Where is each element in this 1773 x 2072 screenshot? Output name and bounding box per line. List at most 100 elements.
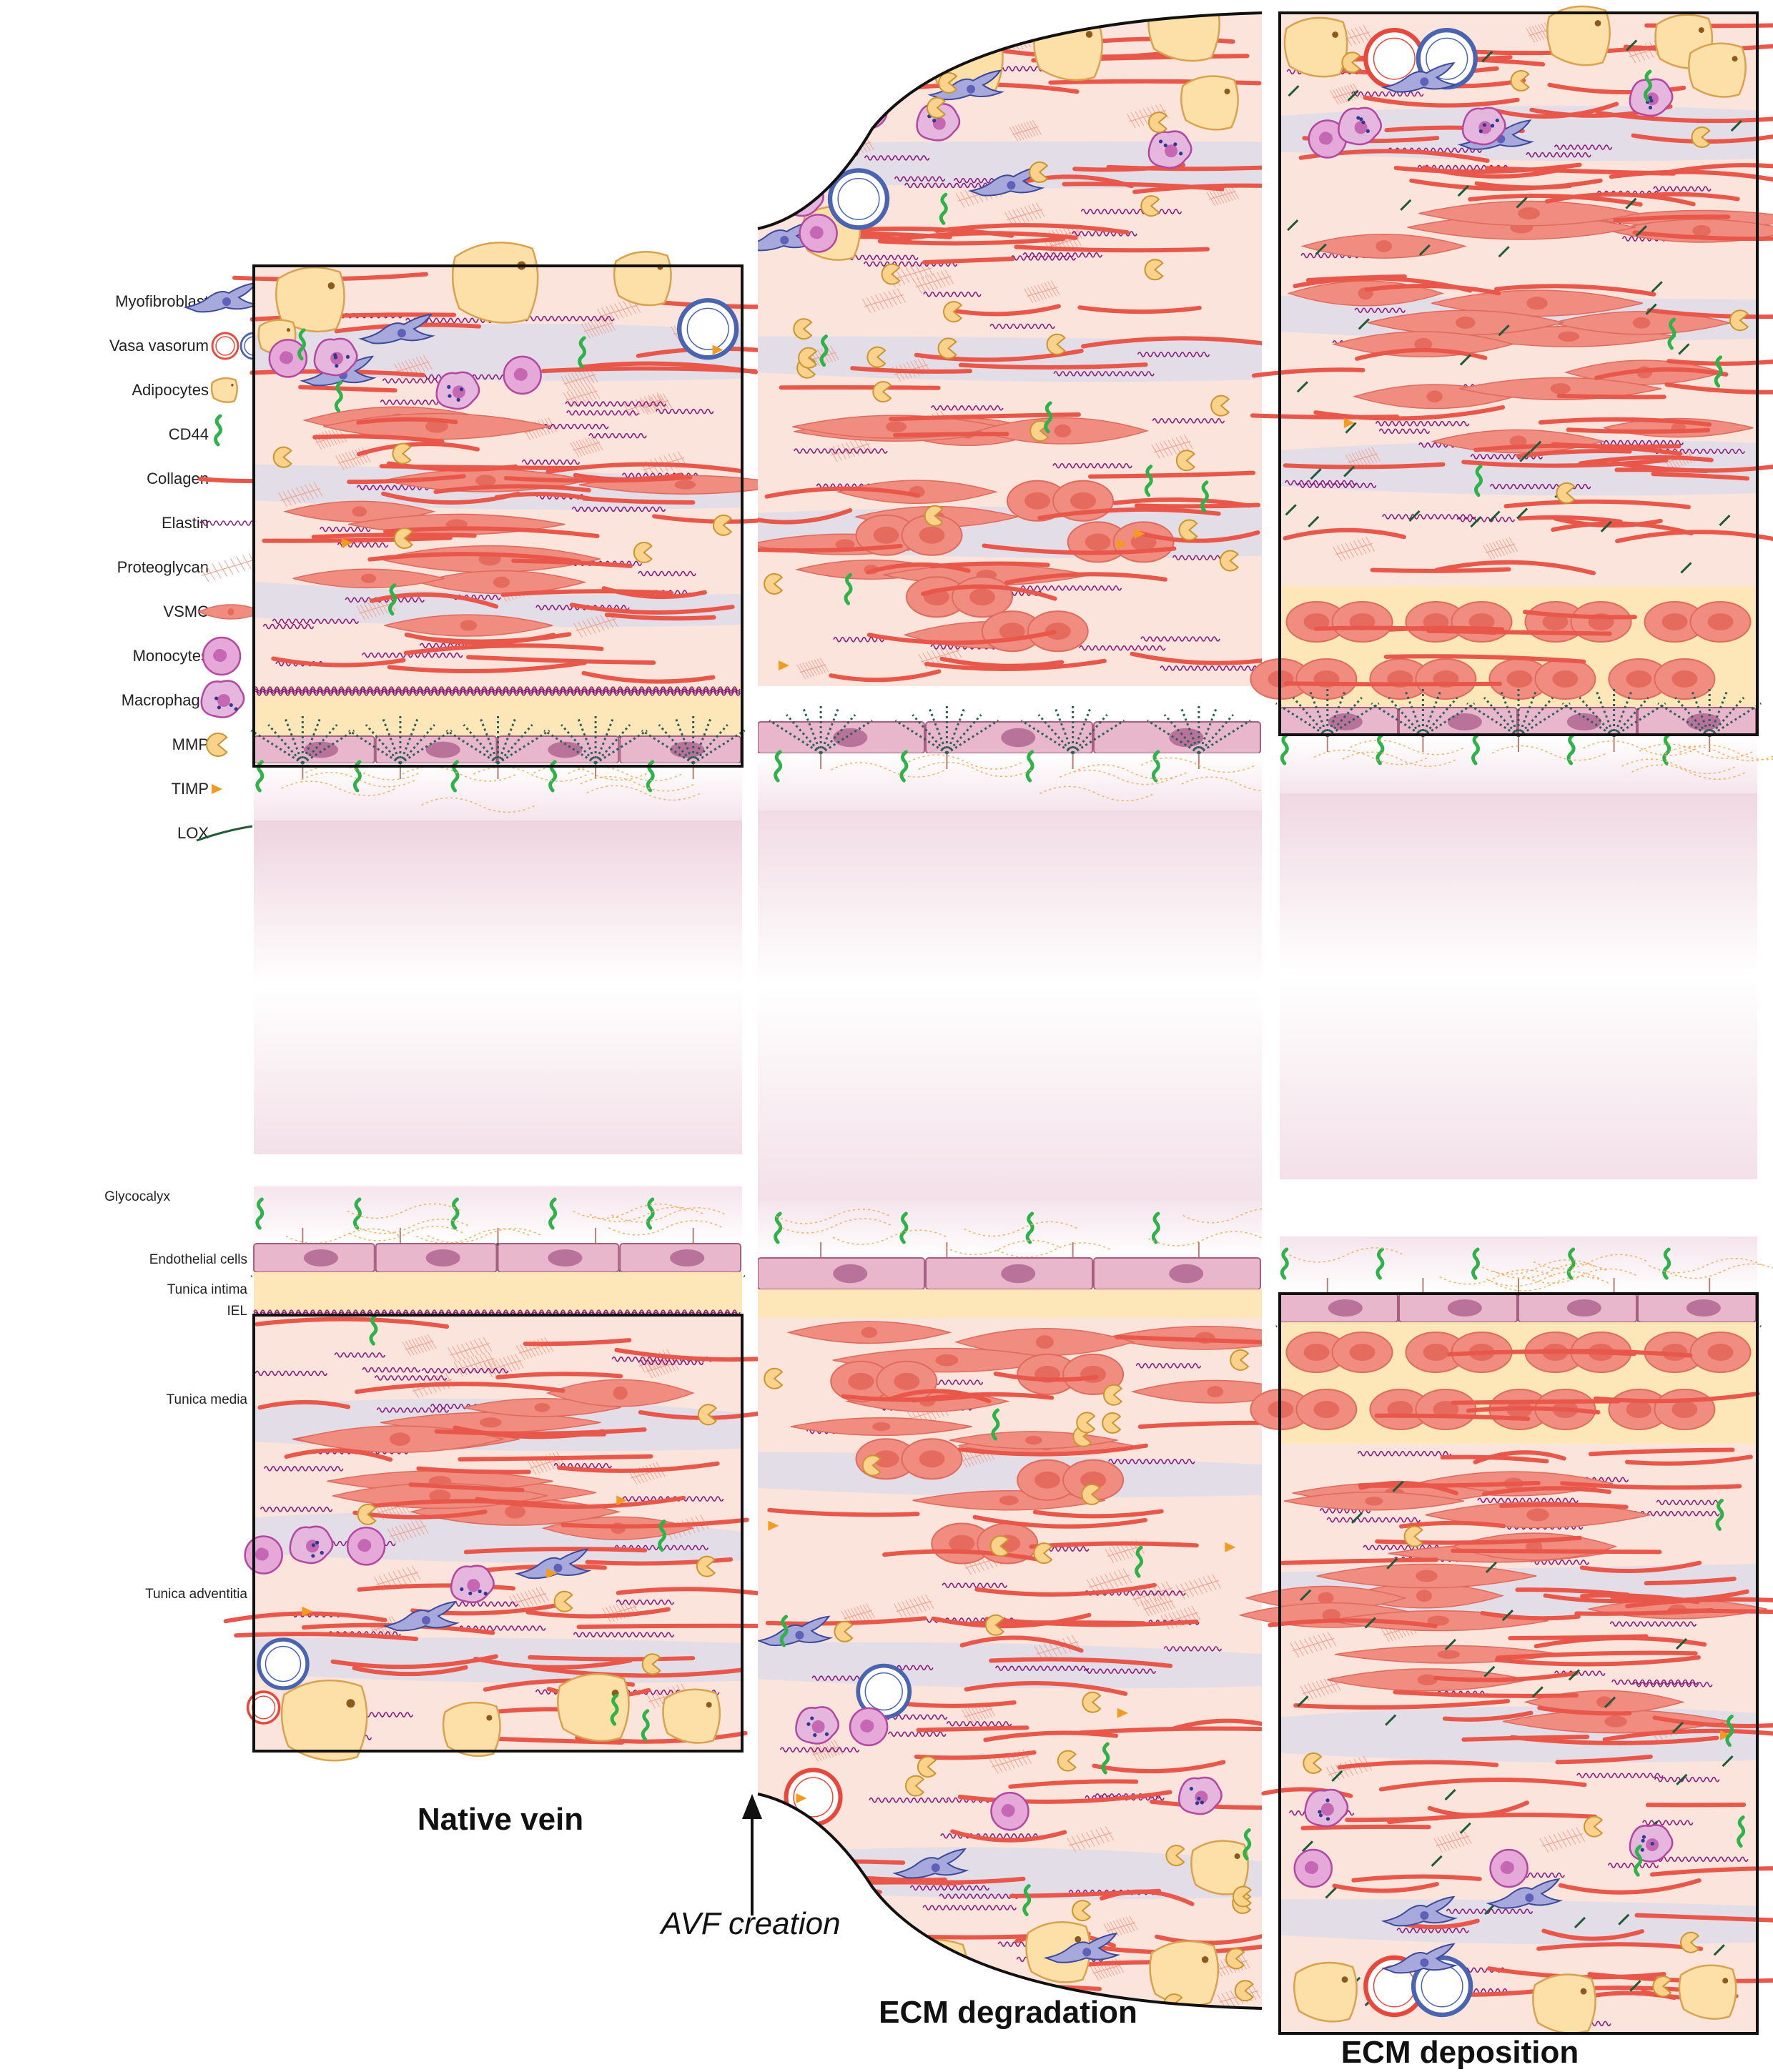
collagen-fiber: [1388, 625, 1505, 632]
degradation-outline-top: [757, 11, 1263, 230]
elastin-fiber: [794, 448, 888, 454]
collagen-fiber: [1442, 1710, 1534, 1722]
collagen-fiber: [761, 51, 972, 61]
collagen-fiber: [1149, 1799, 1262, 1810]
ecm-degradation-panel: [757, 11, 1263, 2010]
collagen-fiber: [257, 1399, 351, 1410]
cd44-receptor: [450, 1197, 460, 1230]
glycocalyx-tree: [894, 703, 999, 769]
mmp-enzyme: [712, 514, 733, 536]
mmp-icon: [206, 733, 228, 757]
mmp-enzyme: [1225, 1948, 1245, 1970]
myofibroblast: [1381, 61, 1458, 93]
lox-enzyme: [1483, 1665, 1496, 1677]
elastin-fiber: [922, 1905, 1017, 1910]
label-tunica-intima: Tunica intima: [167, 1282, 248, 1297]
collagen-fiber: [1081, 336, 1262, 349]
cd44-receptor: [1662, 733, 1671, 765]
collagen-fiber: [866, 630, 1057, 645]
collagen-fiber: [354, 1382, 566, 1394]
proteoglycan: [387, 1519, 429, 1544]
vsmc-cell: [1459, 377, 1661, 400]
collagen-fiber: [911, 1392, 1055, 1403]
mmp-enzyme: [764, 572, 784, 595]
mmp-enzyme: [924, 505, 944, 527]
collagen-fiber: [1503, 499, 1691, 510]
elastin-fiber: [781, 1895, 884, 1901]
lox-enzyme: [1600, 520, 1612, 532]
mmp-enzyme: [1140, 195, 1160, 217]
legend-label: Adipocytes: [132, 381, 209, 399]
glycocalyx-tree: [445, 713, 550, 779]
glycocalyx: [758, 703, 1262, 811]
cd44-receptor: [991, 1408, 1000, 1441]
elastin-fiber: [458, 1625, 546, 1631]
cd44-receptor: [297, 328, 307, 361]
collagen-fiber: [560, 1517, 749, 1529]
collagen-fiber: [1446, 1349, 1636, 1357]
collagen-fiber: [922, 257, 1015, 264]
myofibroblast: [1381, 1895, 1458, 1927]
elastin-fiber: [909, 1885, 990, 1891]
elastin-fiber: [784, 1981, 836, 1986]
mmp-enzyme: [904, 1775, 925, 1797]
mmp-enzyme: [1029, 161, 1049, 183]
collagen-fiber: [1496, 1650, 1698, 1660]
adipocyte: [809, 34, 883, 103]
collagen-fiber: [1100, 1889, 1195, 1906]
collagen-fiber: [573, 472, 683, 482]
glycocalyx-tree: [543, 713, 648, 779]
cd44-receptor: [1151, 1211, 1160, 1244]
adipocyte: [1033, 15, 1103, 81]
vasa-vasorum-blue: [257, 1637, 310, 1690]
elastin-fiber: [779, 1747, 860, 1753]
ecm-deposition-panel: [1238, 5, 1773, 2035]
lox-enzyme: [1343, 465, 1355, 477]
legend-label: CD44: [169, 425, 209, 443]
vasa-vasorum-blue: [676, 298, 739, 360]
glycocalyx-tree: [641, 713, 746, 779]
collagen-fiber: [850, 366, 972, 374]
collagen-fiber: [1358, 1480, 1541, 1488]
collagen-fiber: [1378, 1778, 1587, 1792]
elastin-fiber: [334, 1352, 386, 1358]
collagen-fiber: [1014, 244, 1210, 253]
ecm-deposition-title: ECM deposition: [1341, 2035, 1579, 2070]
collagen-fiber: [1638, 192, 1740, 202]
collagen-fiber: [1169, 1718, 1262, 1732]
elastin-fiber: [362, 652, 463, 658]
proteoglycan: [1024, 280, 1060, 304]
collagen-fiber: [569, 603, 735, 615]
collagen-fiber: [1280, 1557, 1438, 1565]
proteoglycan: [570, 435, 603, 457]
remodeled-lumen: [1280, 772, 1757, 1179]
endothelial-cells: [1279, 1293, 1757, 1323]
legend-item-cd44: CD44: [169, 414, 222, 447]
collagen-fiber: [1130, 651, 1262, 665]
elastin-fiber: [1354, 307, 1406, 314]
deposition-top-frame: [1278, 11, 1759, 736]
collagen-fiber: [1434, 560, 1596, 575]
collagen-fiber: [1451, 1548, 1662, 1555]
collagen-fiber: [1614, 467, 1709, 473]
proteoglycan: [394, 355, 433, 379]
proteoglycan: [1009, 119, 1042, 142]
collagen-fiber: [1466, 1406, 1601, 1414]
vsmc-cell: [1283, 1491, 1464, 1511]
elastin-fiber: [1651, 448, 1746, 455]
legend-label: Macrophage: [122, 691, 209, 709]
adipocyte: [1546, 5, 1611, 66]
collagen-fiber: [1473, 1450, 1566, 1464]
glycocalyx-tree: [1371, 686, 1476, 752]
lox-enzyme: [1297, 1695, 1309, 1707]
collagen-fiber: [758, 508, 853, 525]
cd44-receptor: [1714, 355, 1723, 388]
mmp-enzyme: [1729, 309, 1749, 332]
elastin-fiber: [1456, 517, 1516, 522]
cd44-receptor: [646, 1197, 655, 1230]
mmp-enzyme: [393, 527, 414, 550]
cd44-receptor: [1280, 733, 1289, 765]
vsmc-cell-round: [1285, 601, 1393, 643]
elastin-fiber: [655, 408, 714, 415]
lox-enzyme: [1301, 1840, 1313, 1853]
